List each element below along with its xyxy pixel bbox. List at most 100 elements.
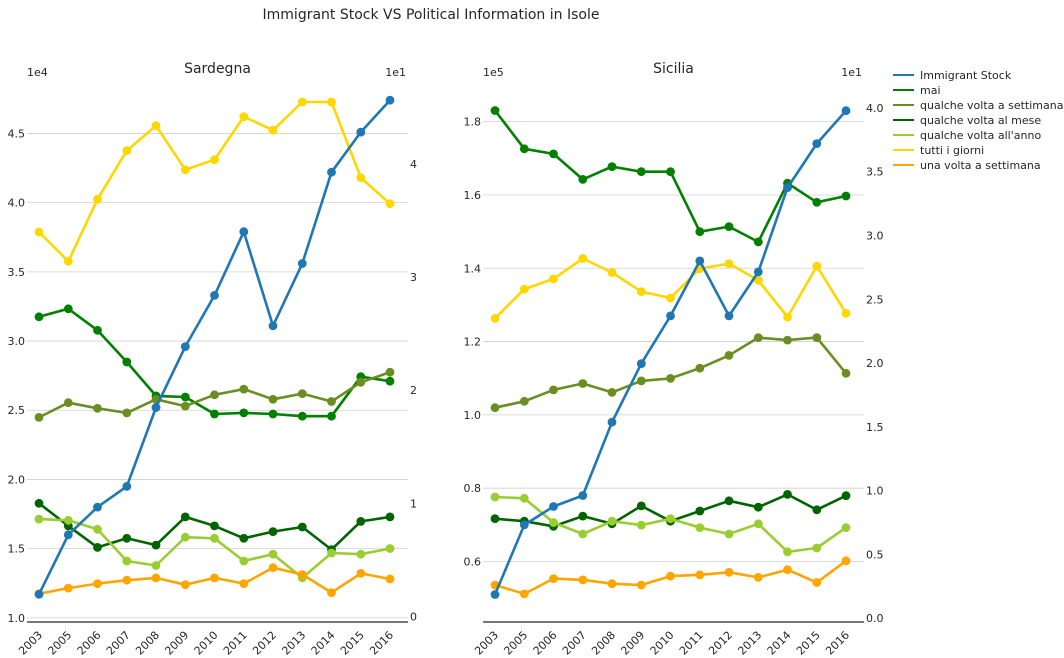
- data-point: [841, 308, 851, 318]
- data-point: [578, 529, 588, 539]
- data-point: [327, 167, 336, 177]
- data-point: [666, 311, 675, 321]
- data-point: [122, 575, 132, 585]
- data-point: [180, 532, 190, 542]
- x-tick-label: 2014: [309, 629, 338, 658]
- x-tick-label: 2015: [794, 629, 823, 658]
- legend-label: qualche volta a settimana: [920, 99, 1063, 112]
- legend-item: tutti i giorni: [893, 144, 984, 157]
- data-point: [490, 106, 500, 115]
- data-point: [385, 512, 395, 522]
- y-tick-label-left: 2.5: [8, 404, 26, 417]
- data-point: [549, 385, 558, 395]
- data-point: [724, 496, 734, 506]
- data-point: [695, 256, 705, 266]
- data-point: [356, 127, 366, 137]
- data-point: [490, 403, 500, 413]
- data-point: [519, 396, 529, 406]
- data-point: [93, 543, 102, 552]
- data-point: [841, 191, 851, 201]
- data-point: [636, 167, 646, 177]
- data-point: [151, 121, 161, 131]
- data-point: [636, 359, 646, 368]
- y-tick-label-right: 4.0: [866, 102, 884, 115]
- data-point: [297, 259, 307, 268]
- chart-legend: Immigrant Stock mai qualche volta a settim…: [893, 69, 1063, 172]
- data-point: [490, 492, 500, 502]
- data-point: [34, 514, 44, 524]
- data-point: [327, 97, 336, 107]
- y-tick-label-right: 3.5: [866, 166, 884, 179]
- data-point: [753, 237, 763, 247]
- data-point: [122, 556, 132, 566]
- y-offset-label-left: 1e4: [27, 66, 48, 79]
- data-point: [93, 194, 102, 204]
- y-tick-label-right: 1: [410, 497, 417, 510]
- data-point: [607, 388, 617, 397]
- data-point: [63, 257, 73, 266]
- x-tick-label: 2014: [765, 629, 794, 658]
- data-point: [385, 574, 395, 584]
- data-point: [356, 377, 366, 387]
- legend-item: qualche volta a settimana: [893, 99, 1063, 112]
- data-point: [519, 144, 529, 154]
- x-tick-label: 2009: [162, 629, 191, 658]
- data-point: [783, 490, 792, 499]
- data-point: [385, 367, 395, 377]
- data-point: [812, 197, 822, 207]
- data-point: [297, 389, 307, 398]
- panel-sicilia: 0.6 0.8 1.0 1.2 1.4 1.6 1.8 0.0 0.5 1.0 1.5 2.0 2.5 3…: [464, 61, 884, 658]
- data-point: [549, 518, 558, 527]
- data-point: [356, 569, 366, 578]
- series-line: [37, 99, 391, 595]
- legend-label: una volta a settimana: [920, 159, 1041, 172]
- data-point: [180, 401, 190, 411]
- data-point: [180, 342, 190, 351]
- y-tick-label-left: 1.2: [464, 336, 482, 349]
- x-tick-label: 2013: [279, 629, 308, 658]
- legend-label: qualche volta all'anno: [920, 129, 1041, 142]
- data-point: [549, 502, 558, 511]
- data-point: [93, 524, 102, 534]
- y-tick-label-left: 1.0: [8, 612, 26, 625]
- y-tick-label-left: 1.5: [8, 543, 26, 556]
- data-point: [180, 512, 190, 522]
- data-point: [297, 570, 307, 579]
- data-point: [841, 368, 851, 378]
- data-point: [841, 491, 851, 501]
- y-tick-label-left: 1.6: [464, 189, 482, 202]
- data-point: [490, 590, 500, 599]
- data-point: [519, 493, 529, 503]
- data-point: [180, 392, 190, 402]
- data-point: [210, 573, 219, 583]
- data-point: [695, 227, 705, 237]
- data-point: [549, 149, 558, 159]
- data-point: [268, 563, 278, 573]
- legend-label: qualche volta al mese: [920, 114, 1041, 127]
- data-point: [63, 304, 73, 314]
- data-point: [519, 520, 529, 530]
- data-point: [93, 502, 102, 512]
- legend-item: qualche volta all'anno: [893, 129, 1041, 142]
- data-point: [151, 573, 161, 583]
- series-una-volta-a-settimana: [490, 556, 851, 599]
- data-point: [636, 520, 646, 530]
- data-point: [268, 321, 278, 331]
- y-tick-label-left: 4.0: [8, 197, 26, 210]
- data-point: [578, 511, 588, 521]
- data-point: [753, 275, 763, 285]
- x-tick-label: 2007: [104, 629, 133, 658]
- data-point: [753, 267, 763, 277]
- data-point: [151, 561, 161, 570]
- series-line: [494, 257, 848, 320]
- y-tick-label-right: 3: [410, 271, 417, 284]
- data-point: [385, 199, 395, 209]
- data-point: [812, 578, 822, 587]
- y-tick-label-left: 3.5: [8, 266, 26, 279]
- y-tick-label-left: 1.8: [464, 116, 482, 129]
- data-point: [841, 523, 851, 532]
- legend-item: Immigrant Stock: [893, 69, 1012, 82]
- data-point: [268, 527, 278, 536]
- x-tick-label: 2003: [472, 629, 501, 658]
- x-tick-label: 2016: [367, 629, 396, 658]
